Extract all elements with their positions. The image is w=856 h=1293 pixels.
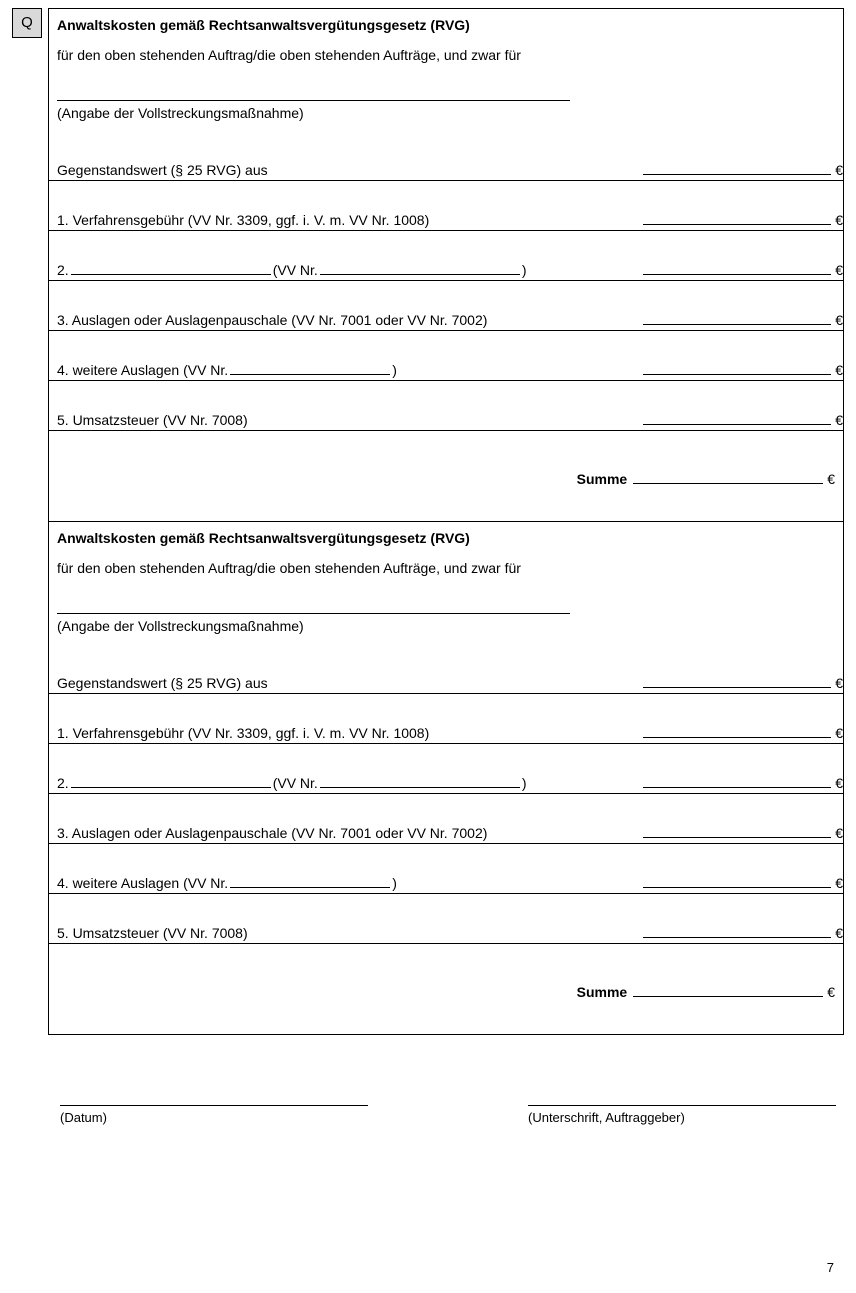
- enforcement-input-line[interactable]: [57, 69, 570, 101]
- r2-vv-line[interactable]: [320, 787, 520, 788]
- euro-symbol: €: [835, 412, 843, 428]
- r4-vv-line[interactable]: [230, 374, 390, 375]
- summe-label: Summe: [577, 471, 628, 487]
- page: Q Anwaltskosten gemäß Rechtsanwaltsvergü…: [12, 8, 844, 1035]
- euro-symbol: €: [835, 875, 843, 891]
- euro-symbol: €: [827, 984, 835, 1000]
- enforcement-block: (Angabe der Vollstreckungsmaßnahme): [57, 69, 835, 121]
- r2-vv-line[interactable]: [320, 274, 520, 275]
- page-number: 7: [827, 1260, 834, 1275]
- label-r2-close: ): [522, 775, 527, 791]
- row-4: 4. weitere Auslagen (VV Nr. ) €: [49, 844, 843, 894]
- label-r1: 1. Verfahrensgebühr (VV Nr. 3309, ggf. i…: [57, 725, 429, 741]
- label-r2-prefix: 2.: [57, 775, 69, 791]
- amount-r3[interactable]: €: [643, 825, 843, 841]
- amount-r5[interactable]: €: [643, 925, 843, 941]
- label-r4-prefix: 4. weitere Auslagen (VV Nr.: [57, 362, 228, 378]
- euro-symbol: €: [835, 775, 843, 791]
- amount-r1[interactable]: €: [643, 725, 843, 741]
- row-1: 1. Verfahrensgebühr (VV Nr. 3309, ggf. i…: [49, 694, 843, 744]
- summe-line[interactable]: [633, 996, 823, 997]
- section-marker: Q: [12, 8, 42, 38]
- signature-area: (Datum) (Unterschrift, Auftraggeber): [12, 1105, 844, 1125]
- section-subtitle: für den oben stehenden Auftrag/die oben …: [57, 47, 835, 69]
- signature-caption: (Unterschrift, Auftraggeber): [528, 1106, 836, 1125]
- amount-r3[interactable]: €: [643, 312, 843, 328]
- row-4: 4. weitere Auslagen (VV Nr. ) €: [49, 331, 843, 381]
- section-title: Anwaltskosten gemäß Rechtsanwaltsvergütu…: [57, 530, 835, 560]
- summe-row-2: Summe €: [49, 944, 843, 1004]
- euro-symbol: €: [835, 362, 843, 378]
- summe-label: Summe: [577, 984, 628, 1000]
- amount-r4[interactable]: €: [643, 875, 843, 891]
- label-gegenstandswert: Gegenstandswert (§ 25 RVG) aus: [57, 162, 268, 178]
- row-2: 2. (VV Nr. ) €: [49, 231, 843, 281]
- label-r2-vv: (VV Nr.: [273, 262, 318, 278]
- row-3: 3. Auslagen oder Auslagenpauschale (VV N…: [49, 794, 843, 844]
- label-r4-close: ): [392, 875, 397, 891]
- cost-section-2: Anwaltskosten gemäß Rechtsanwaltsvergütu…: [49, 522, 843, 634]
- r2-name-line[interactable]: [71, 274, 271, 275]
- euro-symbol: €: [835, 925, 843, 941]
- label-gegenstandswert: Gegenstandswert (§ 25 RVG) aus: [57, 675, 268, 691]
- label-r3: 3. Auslagen oder Auslagenpauschale (VV N…: [57, 312, 487, 328]
- date-block: (Datum): [60, 1105, 368, 1125]
- amount-r5[interactable]: €: [643, 412, 843, 428]
- row-2: 2. (VV Nr. ) €: [49, 744, 843, 794]
- amount-gegenstandswert[interactable]: €: [643, 162, 843, 178]
- label-r4-close: ): [392, 362, 397, 378]
- row-3: 3. Auslagen oder Auslagenpauschale (VV N…: [49, 281, 843, 331]
- row-gegenstandswert: Gegenstandswert (§ 25 RVG) aus €: [49, 644, 843, 694]
- label-r2-close: ): [522, 262, 527, 278]
- euro-symbol: €: [835, 262, 843, 278]
- label-r3: 3. Auslagen oder Auslagenpauschale (VV N…: [57, 825, 487, 841]
- enforcement-input-line[interactable]: [57, 582, 570, 614]
- euro-symbol: €: [835, 825, 843, 841]
- section-subtitle: für den oben stehenden Auftrag/die oben …: [57, 560, 835, 582]
- amount-r1[interactable]: €: [643, 212, 843, 228]
- section-title: Anwaltskosten gemäß Rechtsanwaltsvergütu…: [57, 17, 835, 47]
- main-box: Anwaltskosten gemäß Rechtsanwaltsvergütu…: [48, 8, 844, 1035]
- euro-symbol: €: [835, 212, 843, 228]
- euro-symbol: €: [835, 675, 843, 691]
- signature-block: (Unterschrift, Auftraggeber): [528, 1105, 836, 1125]
- enforcement-caption: (Angabe der Vollstreckungsmaßnahme): [57, 101, 835, 121]
- marker-column: Q: [12, 8, 42, 1035]
- row-5: 5. Umsatzsteuer (VV Nr. 7008) €: [49, 894, 843, 944]
- amount-r2[interactable]: €: [643, 262, 843, 278]
- r4-vv-line[interactable]: [230, 887, 390, 888]
- euro-symbol: €: [827, 471, 835, 487]
- amount-gegenstandswert[interactable]: €: [643, 675, 843, 691]
- label-r5: 5. Umsatzsteuer (VV Nr. 7008): [57, 412, 248, 428]
- euro-symbol: €: [835, 162, 843, 178]
- euro-symbol: €: [835, 312, 843, 328]
- row-gegenstandswert: Gegenstandswert (§ 25 RVG) aus €: [49, 131, 843, 181]
- r2-name-line[interactable]: [71, 787, 271, 788]
- label-r4-prefix: 4. weitere Auslagen (VV Nr.: [57, 875, 228, 891]
- label-r5: 5. Umsatzsteuer (VV Nr. 7008): [57, 925, 248, 941]
- row-5: 5. Umsatzsteuer (VV Nr. 7008) €: [49, 381, 843, 431]
- amount-r2[interactable]: €: [643, 775, 843, 791]
- summe-row-1: Summe €: [49, 431, 843, 491]
- amount-r4[interactable]: €: [643, 362, 843, 378]
- date-caption: (Datum): [60, 1106, 368, 1125]
- cost-section-1: Anwaltskosten gemäß Rechtsanwaltsvergütu…: [49, 9, 843, 121]
- summe-line[interactable]: [633, 483, 823, 484]
- euro-symbol: €: [835, 725, 843, 741]
- row-1: 1. Verfahrensgebühr (VV Nr. 3309, ggf. i…: [49, 181, 843, 231]
- enforcement-caption: (Angabe der Vollstreckungsmaßnahme): [57, 614, 835, 634]
- label-r2-vv: (VV Nr.: [273, 775, 318, 791]
- enforcement-block: (Angabe der Vollstreckungsmaßnahme): [57, 582, 835, 634]
- label-r2-prefix: 2.: [57, 262, 69, 278]
- label-r1: 1. Verfahrensgebühr (VV Nr. 3309, ggf. i…: [57, 212, 429, 228]
